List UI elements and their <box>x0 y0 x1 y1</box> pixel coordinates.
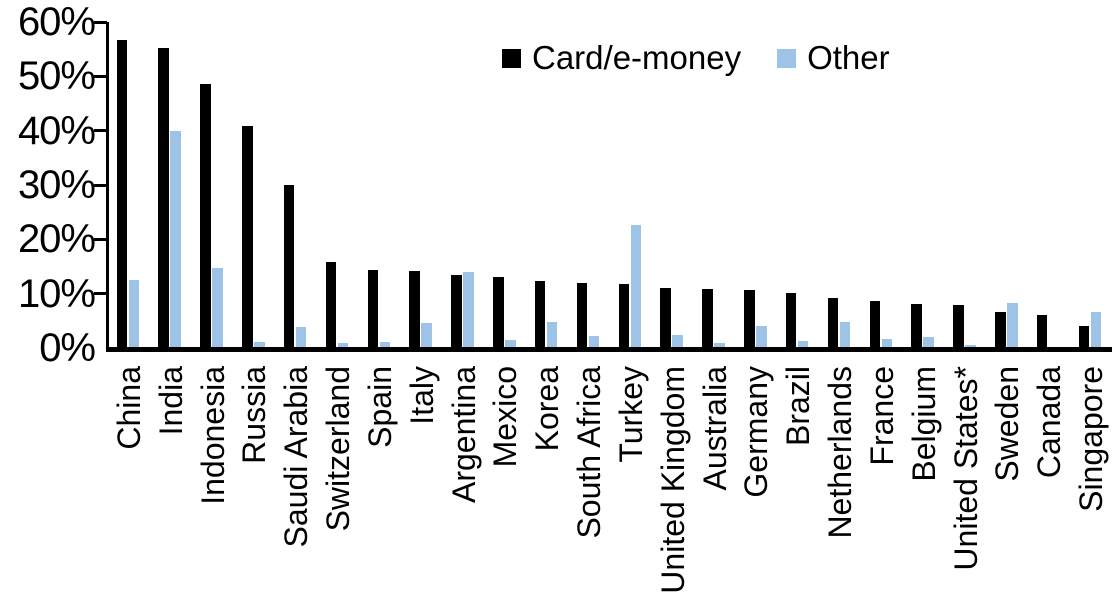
bar-card-e-money <box>995 312 1006 347</box>
bar-other <box>923 337 934 347</box>
x-axis-label: France <box>863 366 900 466</box>
y-axis-tick <box>94 237 107 241</box>
y-axis-tick <box>94 129 107 133</box>
x-axis-label: South Africa <box>571 366 608 539</box>
x-axis-label: United States* <box>947 366 984 571</box>
bar-card-e-money <box>1078 326 1090 347</box>
bar-card-e-money <box>785 293 797 347</box>
y-axis-tick-label: 60% <box>17 0 96 44</box>
y-axis-tick <box>94 20 107 24</box>
x-axis-label: Singapore <box>1073 366 1110 512</box>
x-axis-label: Sweden <box>989 366 1026 482</box>
bar-other <box>672 335 683 347</box>
bar-other <box>128 280 139 347</box>
chart-legend: Card/e-money Other <box>502 40 890 76</box>
bar-card-e-money <box>451 274 462 347</box>
bar-card-e-money <box>744 289 755 347</box>
x-axis-label: United Kingdom <box>654 366 691 594</box>
y-axis-tick-label: 20% <box>17 217 96 262</box>
bar-other <box>170 130 181 347</box>
bar-card-e-money <box>869 300 880 347</box>
bar-card-e-money <box>409 270 420 347</box>
bar-card-e-money <box>576 283 588 347</box>
bar-card-e-money <box>534 280 546 347</box>
x-axis-line <box>106 347 1112 352</box>
legend-swatch-card-e-money <box>502 48 521 68</box>
bar-other <box>546 322 558 347</box>
x-axis-label: Brazil <box>780 366 817 447</box>
bar-card-e-money <box>953 304 964 347</box>
bar-card-e-money <box>242 126 253 347</box>
x-axis-label: Canada <box>1031 366 1068 479</box>
y-axis-tick <box>94 292 107 296</box>
bar-other <box>1007 302 1018 347</box>
bar-card-e-money <box>493 276 504 347</box>
x-axis-label: Spain <box>361 366 398 448</box>
x-axis-label: Turkey <box>612 366 649 463</box>
y-axis-tick-label: 10% <box>17 271 96 316</box>
bar-card-e-money <box>702 288 713 347</box>
bar-other <box>212 268 223 347</box>
y-axis-tick <box>94 74 107 78</box>
x-axis-label: Germany <box>738 366 775 498</box>
bar-card-e-money <box>367 269 378 347</box>
bar-other <box>630 225 641 347</box>
legend-item-card-e-money: Card/e-money <box>502 40 741 76</box>
x-axis-label: Switzerland <box>320 366 357 532</box>
x-axis-label: Australia <box>696 366 733 491</box>
bar-other <box>379 342 390 347</box>
bar-other <box>463 272 474 347</box>
bar-other <box>839 322 851 347</box>
bar-other <box>254 342 265 347</box>
legend-swatch-other <box>777 48 797 68</box>
x-axis-label: Argentina <box>445 366 482 503</box>
bar-card-e-money <box>158 47 169 347</box>
x-axis-label: China <box>110 366 147 450</box>
bar-other <box>1090 311 1102 347</box>
bar-other <box>588 335 600 347</box>
x-axis-label: Saudi Arabia <box>278 366 315 548</box>
bar-other <box>714 342 725 347</box>
bar-other <box>881 339 892 347</box>
y-axis-tick-label: 30% <box>17 163 96 207</box>
bar-other <box>797 341 809 347</box>
x-axis-label: Russia <box>236 366 273 464</box>
y-axis-tick-label: 40% <box>17 108 96 153</box>
bar-card-e-money <box>325 262 337 347</box>
bar-card-e-money <box>116 40 127 347</box>
legend-label-card-e-money: Card/e-money <box>532 39 742 76</box>
bar-other <box>756 326 767 347</box>
bar-card-e-money <box>618 283 629 347</box>
bar-card-e-money <box>200 84 211 347</box>
x-axis-label: Italy <box>403 366 440 425</box>
bar-card-e-money <box>911 304 922 347</box>
y-axis-tick <box>94 183 107 187</box>
y-axis-tick-label: 0% <box>39 326 96 370</box>
bar-card-e-money <box>827 298 839 347</box>
bar-other <box>337 343 349 347</box>
y-axis-line <box>106 22 109 352</box>
x-axis-label: Indonesia <box>194 366 231 505</box>
bar-other <box>505 339 516 347</box>
bar-other <box>421 322 432 347</box>
legend-label-other: Other <box>807 39 890 76</box>
y-axis-tick-label: 50% <box>17 54 96 99</box>
x-axis-label: Belgium <box>905 366 942 482</box>
x-axis-label: Netherlands <box>822 366 859 539</box>
bar-card-e-money <box>660 287 671 347</box>
bar-card-e-money <box>283 185 295 347</box>
legend-item-other: Other <box>777 40 890 76</box>
bar-other <box>965 345 976 347</box>
bar-card-e-money <box>1036 315 1048 347</box>
x-axis-label: India <box>152 366 189 436</box>
x-axis-label: Mexico <box>487 366 524 468</box>
bar-other <box>295 326 307 347</box>
x-axis-label: Korea <box>529 366 566 452</box>
